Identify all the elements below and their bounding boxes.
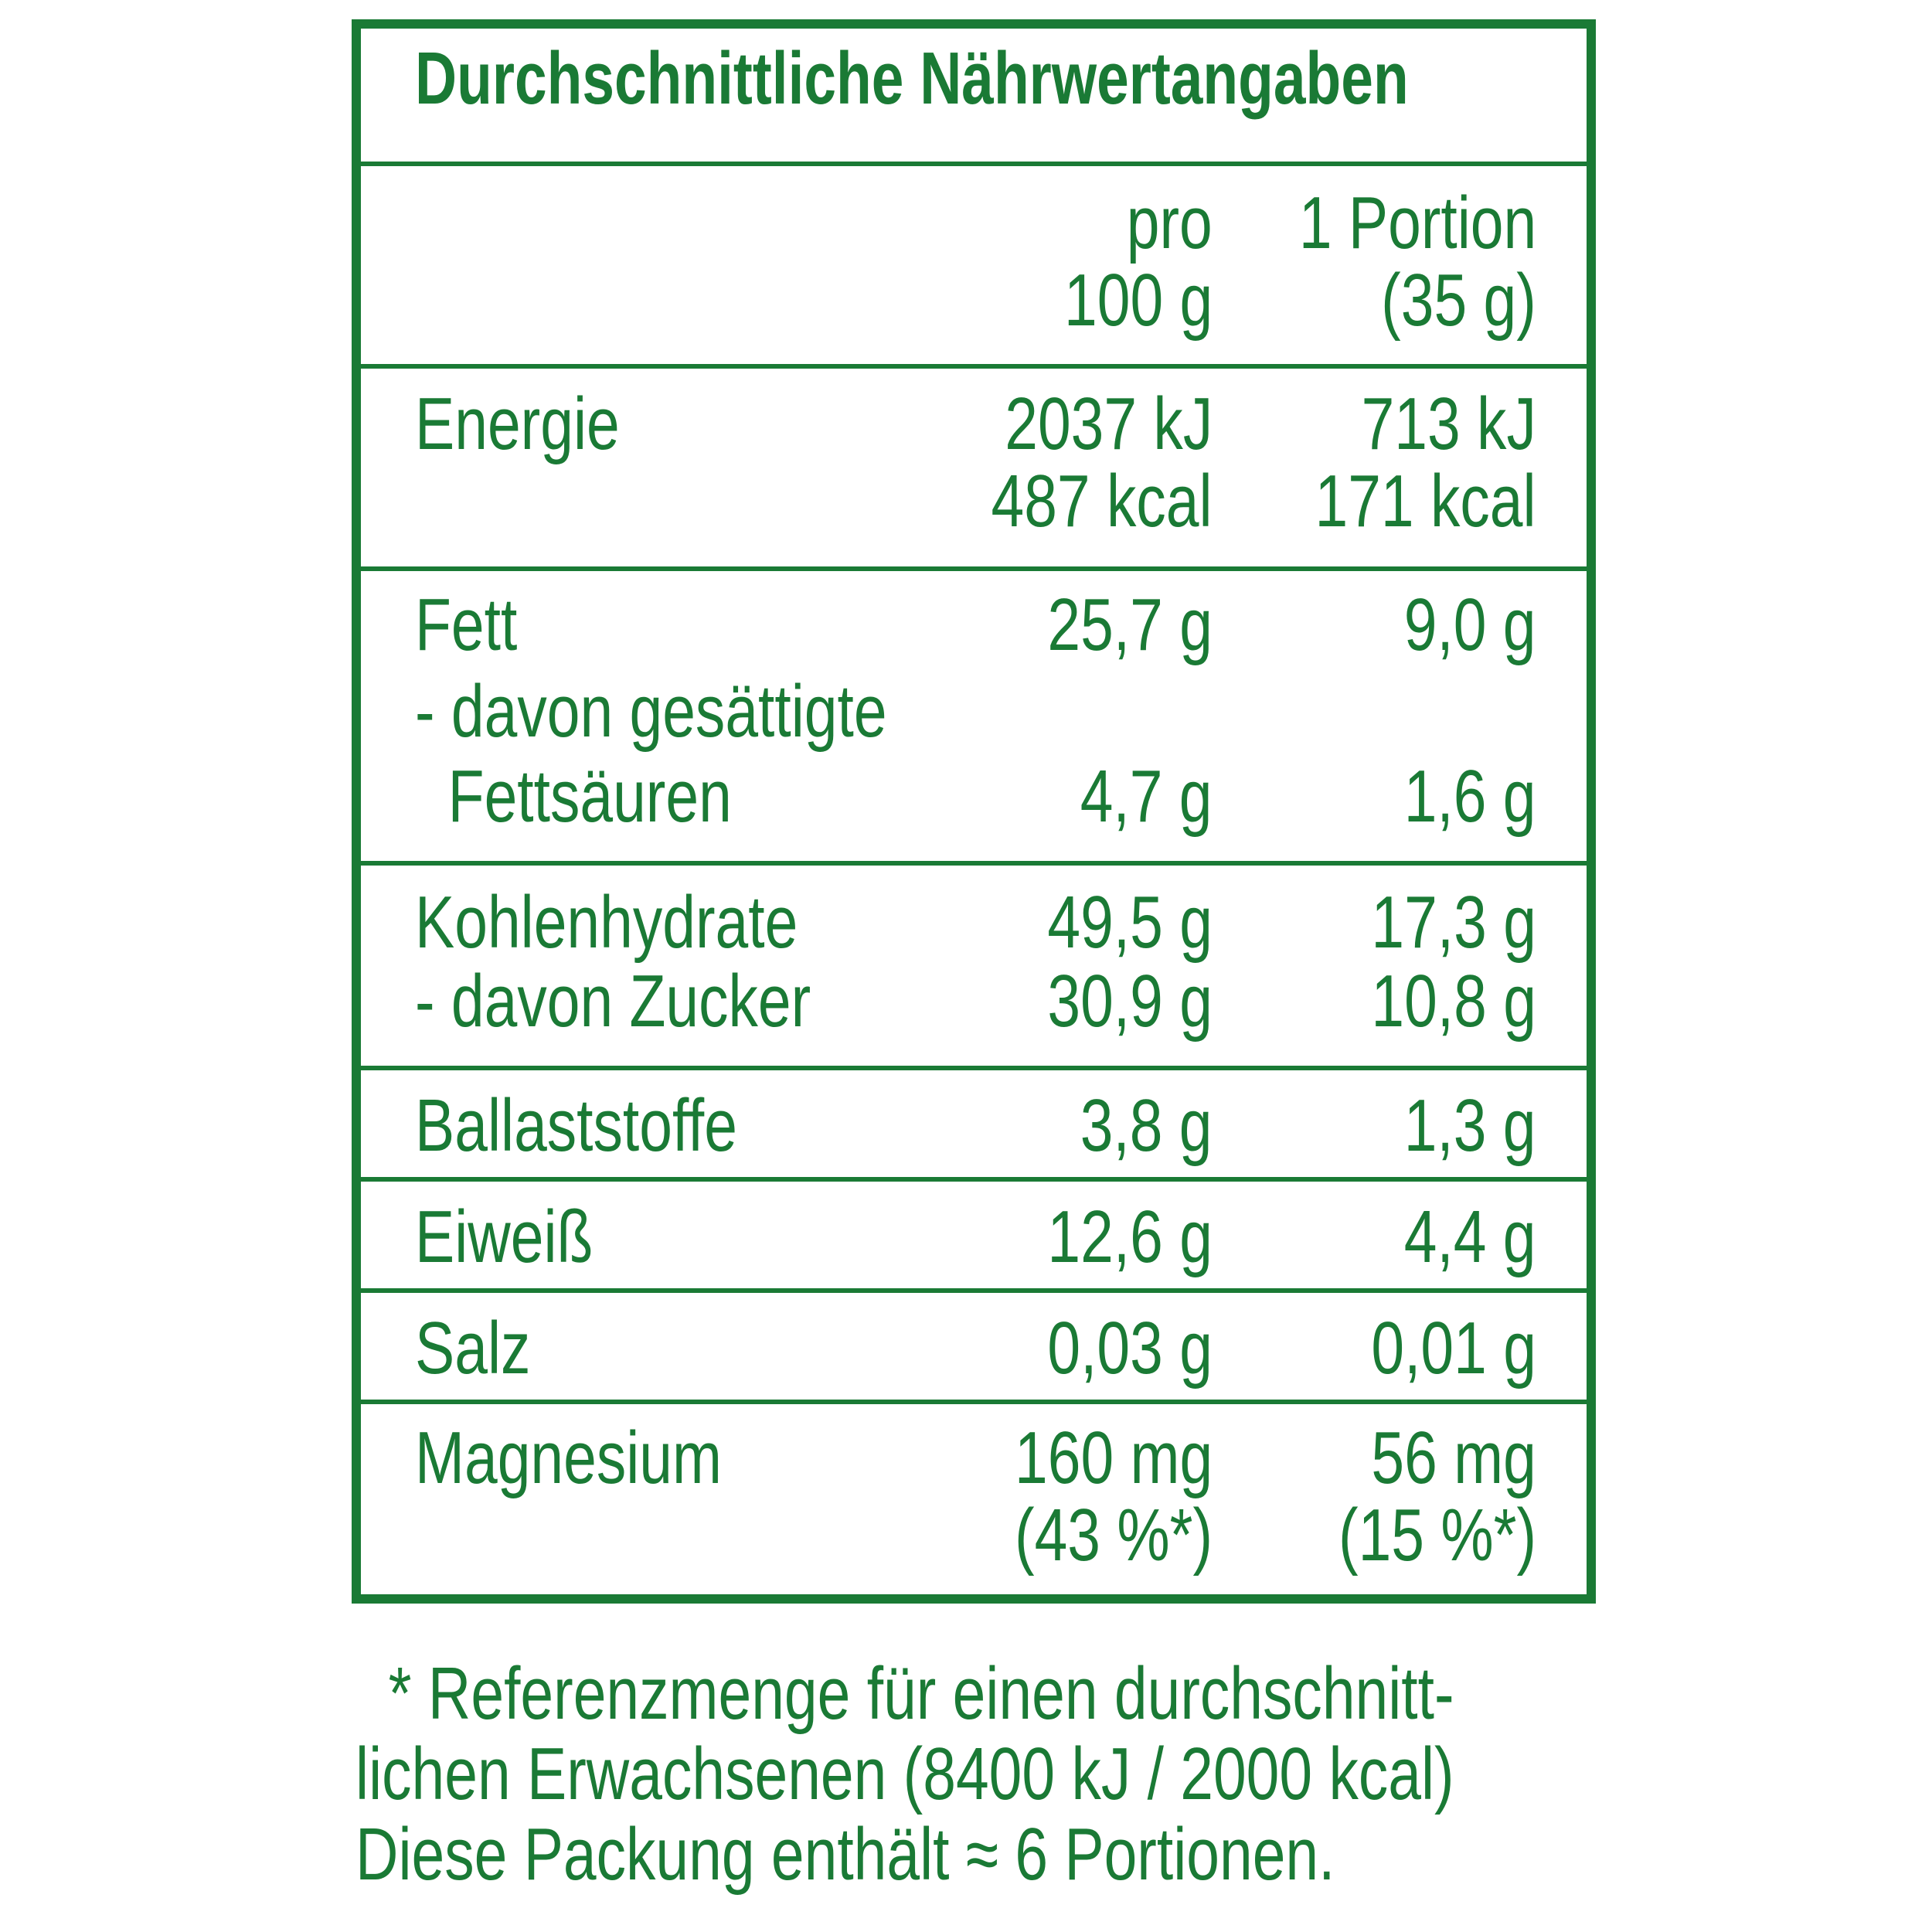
label-eiweiss: Eiweiß (415, 1196, 594, 1278)
value-kohlenhydrate-portion: 17,3 g (1371, 881, 1536, 964)
value-magnesium-portion-mg: 56 mg (1371, 1417, 1536, 1499)
value-salz-portion: 0,01 g (1371, 1307, 1536, 1389)
label-salz: Salz (415, 1307, 531, 1389)
footnote-line1: * Referenzmenge für einen durchschnitt- (355, 1652, 1454, 1735)
value-salz-100: 0,03 g (1047, 1307, 1213, 1389)
value-zucker-portion: 10,8 g (1371, 960, 1536, 1043)
value-eiweiss-portion: 4,4 g (1404, 1196, 1536, 1278)
value-kohlenhydrate-100: 49,5 g (1047, 881, 1213, 964)
footnote-line2: lichen Erwachsenen (8400 kJ / 2000 kcal) (355, 1733, 1454, 1815)
table-title: Durchschnittliche Nährwertangaben (415, 37, 1409, 120)
value-magnesium-100-mg: 160 mg (1014, 1417, 1213, 1499)
row-salz: Salz 0,03 g 0,01 g (361, 1293, 1587, 1404)
row-magnesium: Magnesium 160 mg (43 %*) 56 mg (15 %*) (361, 1404, 1587, 1594)
row-energie: Energie 2037 kJ 487 kcal 713 kJ 171 kcal (361, 369, 1587, 571)
header-per-100g-line2: 100 g (1063, 259, 1213, 342)
title-row: Durchschnittliche Nährwertangaben (361, 29, 1587, 166)
value-energie-100-kcal: 487 kcal (991, 460, 1213, 543)
nutrition-table: Durchschnittliche Nährwertangaben pro 10… (352, 19, 1596, 1604)
value-fett-portion: 9,0 g (1404, 583, 1536, 666)
label-kohlenhydrate: Kohlenhydrate (415, 881, 798, 964)
label-gesaettigte-line2: Fettsäuren (415, 755, 732, 838)
value-magnesium-100-percent: (43 %*) (1014, 1494, 1213, 1577)
header-portion-line1: 1 Portion (1298, 182, 1536, 264)
footnote-line3: Diese Packung enthält ≈ 6 Portionen. (355, 1813, 1335, 1896)
value-zucker-100: 30,9 g (1047, 960, 1213, 1043)
row-ballaststoffe: Ballaststoffe 3,8 g 1,3 g (361, 1070, 1587, 1182)
header-per-100g-line1: pro (1127, 182, 1213, 264)
value-ballaststoffe-100: 3,8 g (1080, 1084, 1213, 1167)
header-portion-line2: (35 g) (1381, 259, 1536, 342)
label-energie: Energie (415, 383, 620, 465)
value-gesaettigte-100: 4,7 g (1080, 755, 1213, 838)
value-energie-100-kj: 2037 kJ (1005, 383, 1213, 465)
row-kohlenhydrate: Kohlenhydrate 49,5 g 17,3 g - davon Zuck… (361, 866, 1587, 1070)
header-row: pro 100 g 1 Portion (35 g) (361, 166, 1587, 369)
row-eiweiss: Eiweiß 12,6 g 4,4 g (361, 1182, 1587, 1293)
value-eiweiss-100: 12,6 g (1047, 1196, 1213, 1278)
footnote: * Referenzmenge für einen durchschnitt- … (355, 1654, 1669, 1895)
value-energie-portion-kj: 713 kJ (1361, 383, 1536, 465)
label-gesaettigte-line1: - davon gesättigte (415, 670, 887, 753)
value-ballaststoffe-portion: 1,3 g (1404, 1084, 1536, 1167)
value-energie-portion-kcal: 171 kcal (1315, 460, 1536, 543)
label-ballaststoffe: Ballaststoffe (415, 1084, 737, 1167)
value-gesaettigte-portion: 1,6 g (1404, 755, 1536, 838)
label-zucker: - davon Zucker (415, 960, 811, 1043)
value-magnesium-portion-percent: (15 %*) (1338, 1494, 1536, 1577)
value-fett-100: 25,7 g (1047, 583, 1213, 666)
label-magnesium: Magnesium (415, 1417, 722, 1499)
label-fett: Fett (415, 583, 518, 666)
row-fett: Fett 25,7 g 9,0 g - davon gesättigte Fet… (361, 571, 1587, 866)
